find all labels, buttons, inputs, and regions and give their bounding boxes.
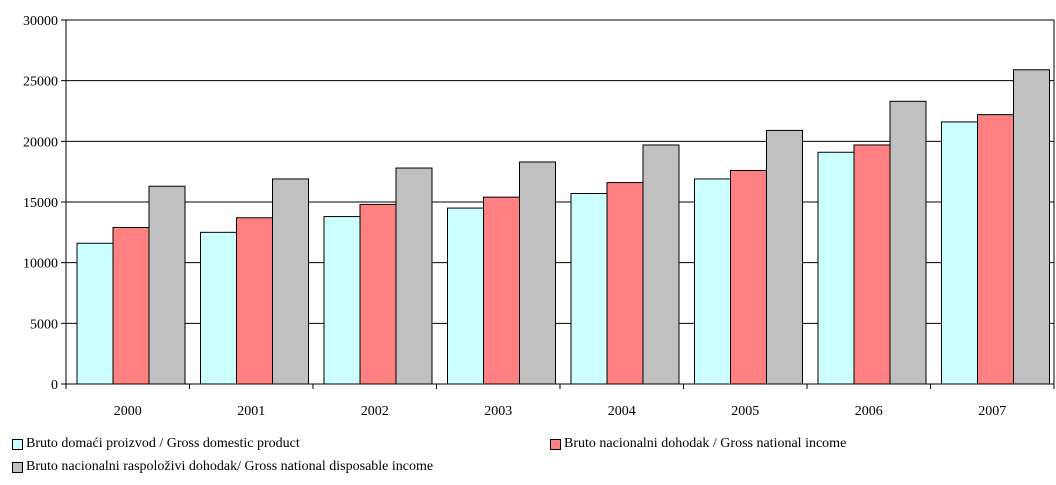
x-tick-label: 2007 (978, 404, 1006, 419)
y-tick-label: 25000 (23, 75, 58, 90)
bar-gndi-2000 (148, 185, 186, 385)
bar-gni-2006 (853, 144, 891, 385)
bar-gndi-2001 (272, 178, 309, 385)
bar-gndi-2003 (519, 161, 556, 385)
y-tick-label: 15000 (23, 196, 58, 211)
bar-gni-2003 (483, 196, 520, 385)
y-tick-label: 20000 (23, 135, 58, 150)
bar-chart: 0 5000 10000 15000 20000 25000 30000 2000 2001 20… (23, 14, 1055, 419)
legend-item-gni: Bruto nacionalni dohodak / Gross nationa… (550, 436, 846, 452)
bar-gdp-2004 (570, 193, 608, 385)
legend-swatch-gndi (12, 461, 23, 473)
bar-gdp-2000 (76, 242, 114, 385)
legend-item-gndi: Bruto nacionalni raspoloživi dohodak/ Gr… (12, 459, 433, 475)
legend-label-gni: Bruto nacionalni dohodak / Gross nationa… (564, 436, 847, 451)
bar-gndi-2006 (889, 100, 927, 385)
bar-gdp-2003 (447, 207, 484, 385)
legend-item-gdp: Bruto domaći proizvod / Gross domestic p… (12, 436, 300, 452)
y-tick-label: 30000 (23, 14, 58, 29)
bar-gni-2000 (112, 226, 150, 385)
x-tick-label: 2003 (484, 404, 512, 419)
bar-gni-2005 (730, 169, 767, 385)
bar-gndi-2005 (766, 129, 803, 385)
x-tick-label: 2005 (731, 404, 759, 419)
bar-gni-2001 (236, 217, 273, 385)
legend-swatch-gni (550, 438, 561, 450)
bar-gni-2007 (977, 114, 1014, 385)
legend-label-gdp: Bruto domaći proizvod / Gross domestic p… (26, 436, 300, 451)
bar-gdp-2006 (817, 151, 855, 385)
legend-label-gndi: Bruto nacionalni raspoloživi dohodak/ Gr… (26, 459, 434, 474)
x-tick-label: 2000 (114, 404, 142, 419)
y-tick-label: 10000 (23, 257, 58, 272)
legend-swatch-gdp (12, 438, 23, 450)
bar-gdp-2007 (941, 121, 978, 385)
bar-gndi-2007 (1013, 69, 1050, 385)
y-tick-label: 0 (51, 378, 58, 393)
bar-gdp-2001 (200, 231, 237, 385)
bar-gni-2004 (606, 182, 644, 385)
x-tick-label: 2004 (608, 404, 636, 419)
bar-gndi-2004 (642, 144, 680, 385)
x-tick-label: 2002 (361, 404, 389, 419)
x-tick-label: 2001 (237, 404, 265, 419)
x-tick-label: 2006 (855, 404, 883, 419)
bar-gdp-2005 (694, 178, 731, 385)
bar-gdp-2002 (323, 216, 361, 385)
bar-gni-2002 (359, 203, 397, 385)
bar-gndi-2002 (395, 167, 433, 385)
y-tick-label: 5000 (30, 317, 58, 332)
